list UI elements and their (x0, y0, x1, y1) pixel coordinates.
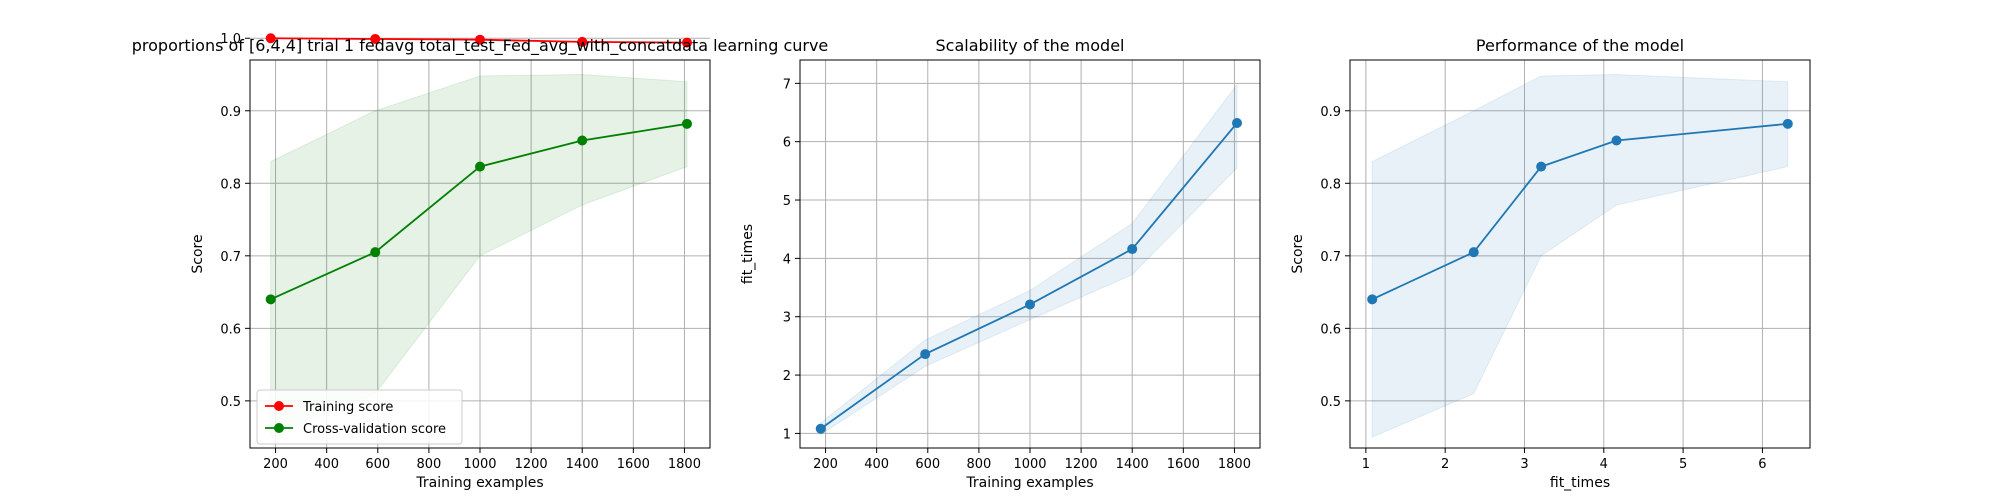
y-tick-label: 0.6 (1320, 322, 1341, 337)
x-tick-label: 200 (813, 457, 838, 472)
data-point (682, 37, 692, 48)
data-point (265, 33, 276, 44)
x-tick-label: 2 (1441, 457, 1449, 472)
data-point (475, 161, 485, 172)
y-tick-label: 0.8 (1320, 177, 1341, 192)
y-axis-label: fit_times (740, 224, 756, 284)
data-point (1536, 161, 1547, 172)
x-tick-label: 4 (1600, 457, 1608, 472)
confidence-band (1371, 74, 1789, 438)
x-tick-label: 200 (263, 457, 288, 472)
x-tick-label: 1400 (1116, 457, 1149, 472)
x-tick-label: 1000 (1013, 457, 1046, 472)
x-tick-label: 1600 (617, 457, 650, 472)
confidence-band (820, 83, 1238, 436)
x-tick-label: 1400 (566, 457, 599, 472)
data-point (1367, 294, 1378, 305)
x-tick-label: 800 (966, 457, 991, 472)
data-point (1025, 299, 1035, 310)
y-tick-label: 1.0 (220, 32, 241, 47)
chart-panel-2: 200 400 600 800 1000 1200 1400 1600 1800 1 2 3 4 5 6 7 S… (740, 36, 1261, 491)
chart-panel-1: 200 400 600 800 1000 1200 1400 1600 1800 0.5 0.6 0.… (132, 32, 829, 491)
x-tick-label: 1000 (463, 457, 496, 472)
x-tick-label: 5 (1679, 457, 1687, 472)
chart-panel-3: 1 2 3 4 5 6 0.5 0.6 0.7 0.8 0.9 Performance of the … (1290, 36, 1811, 491)
data-point (1232, 118, 1242, 129)
y-tick-label: 1 (783, 427, 791, 442)
y-axis-label: Score (1290, 234, 1306, 273)
y-tick-label: 0.5 (1320, 395, 1341, 410)
data-point (475, 34, 485, 45)
axes-frame (1349, 59, 1811, 449)
y-tick-label: 6 (783, 136, 791, 151)
data-point (1127, 244, 1138, 255)
data-point (682, 118, 692, 129)
y-tick-label: 0.9 (1320, 105, 1341, 120)
data-point (577, 135, 588, 146)
legend-label: Cross-validation score (303, 422, 446, 437)
y-tick-label: 5 (783, 194, 791, 209)
x-tick-label: 6 (1758, 457, 1766, 472)
x-axis-label: Training examples (965, 475, 1093, 491)
chart-title: Scalability of the model (936, 36, 1125, 55)
x-tick-label: 1200 (1065, 457, 1098, 472)
y-axis-label: Score (190, 234, 206, 273)
data-point (1611, 135, 1622, 146)
x-tick-label: 600 (915, 457, 940, 472)
x-tick-label: 400 (314, 457, 339, 472)
x-axis-label: fit_times (1550, 475, 1610, 491)
y-tick-label: 3 (783, 311, 791, 326)
x-axis-label: Training examples (415, 475, 543, 491)
legend-box (256, 389, 463, 445)
x-tick-label: 1200 (515, 457, 548, 472)
y-tick-label: 2 (783, 369, 791, 384)
legend-label: Training score (302, 400, 393, 415)
x-tick-label: 1 (1362, 457, 1370, 472)
y-tick-label: 0.7 (220, 250, 241, 265)
data-point (265, 294, 276, 305)
x-tick-label: 800 (416, 457, 441, 472)
legend-marker (274, 401, 284, 411)
data-point (1782, 118, 1793, 129)
y-tick-label: 0.5 (220, 395, 241, 410)
axes-frame (799, 59, 1261, 449)
y-tick-label: 0.7 (1320, 250, 1341, 265)
y-tick-label: 0.6 (220, 322, 241, 337)
y-tick-label: 0.8 (220, 177, 241, 192)
data-point (920, 349, 931, 360)
data-point (370, 33, 381, 44)
y-tick-label: 0.9 (220, 105, 241, 120)
axes-frame (249, 59, 711, 449)
x-tick-label: 600 (365, 457, 390, 472)
chart-title: Performance of the model (1476, 36, 1684, 55)
x-tick-label: 1800 (1218, 457, 1251, 472)
data-point (577, 36, 588, 47)
y-tick-label: 7 (783, 77, 791, 92)
x-tick-label: 400 (864, 457, 889, 472)
y-tick-label: 4 (783, 252, 791, 267)
x-tick-label: 1600 (1167, 457, 1200, 472)
data-point (370, 247, 381, 258)
legend: Training score Cross-validation score (256, 389, 463, 445)
data-point (815, 423, 826, 434)
chart-title: proportions of [6,4,4] trial 1 fedavg to… (132, 36, 829, 56)
data-point (1468, 247, 1479, 258)
legend-marker (274, 423, 284, 433)
x-tick-label: 1800 (668, 457, 701, 472)
x-tick-label: 3 (1520, 457, 1528, 472)
